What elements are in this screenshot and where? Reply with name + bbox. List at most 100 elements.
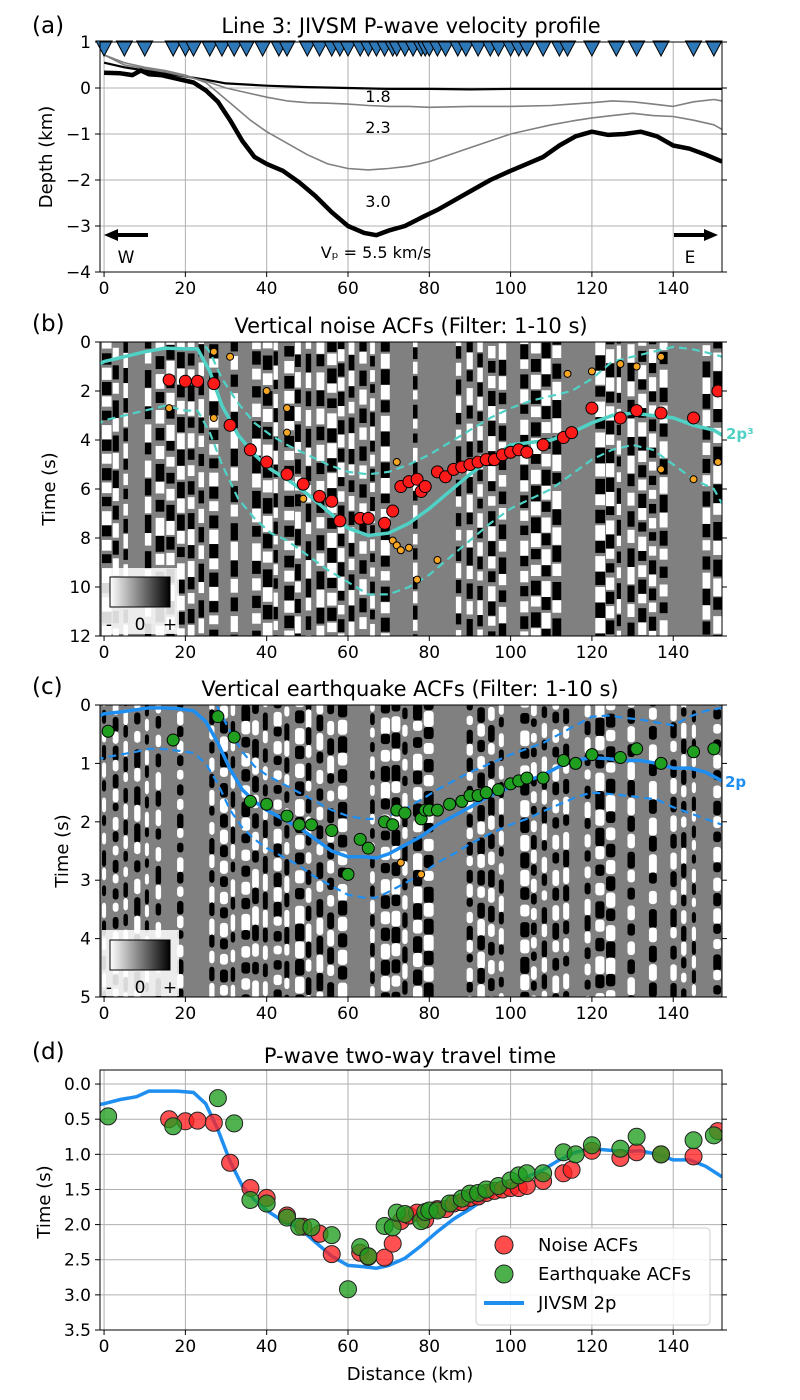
acf-trace-segment xyxy=(595,937,605,952)
acf-trace-segment xyxy=(488,360,496,373)
acf-trace-segment xyxy=(262,981,268,997)
acf-trace-segment xyxy=(102,779,107,792)
acf-trace-segment xyxy=(370,957,375,971)
acf-trace-segment xyxy=(713,923,722,934)
acf-trace-segment xyxy=(703,329,711,339)
acf-trace-segment xyxy=(488,761,495,779)
b-xtick-label: 60 xyxy=(337,643,359,663)
acf-trace-segment xyxy=(552,381,562,402)
acf-trace-segment xyxy=(520,713,530,724)
acf-trace-segment xyxy=(305,635,312,636)
acf-trace-segment xyxy=(112,745,119,762)
acf-trace-segment xyxy=(177,725,184,738)
acf-trace-segment xyxy=(552,600,562,613)
acf-trace-segment xyxy=(155,342,165,349)
acf-trace-segment xyxy=(488,376,496,389)
acf-trace-segment xyxy=(112,902,119,912)
acf-trace-segment xyxy=(466,547,473,568)
acf-trace-segment xyxy=(488,541,496,558)
acf-trace-segment xyxy=(530,580,541,596)
acf-trace-segment xyxy=(370,412,375,427)
acf-trace-segment xyxy=(316,535,325,551)
acf-trace-segment xyxy=(455,613,462,625)
acf-trace-segment xyxy=(648,945,657,963)
acf-trace-segment xyxy=(477,853,485,868)
acf-trace-segment xyxy=(295,354,301,367)
panel-c-title: Vertical earthquake ACFs (Filter: 1-10 s… xyxy=(201,677,618,701)
station-marker xyxy=(213,40,231,58)
acf-trace-segment xyxy=(606,349,615,363)
acf-trace-segment xyxy=(209,515,219,529)
acf-trace-segment xyxy=(520,480,529,492)
acf-trace-segment xyxy=(252,560,261,574)
acf-trace-segment xyxy=(627,833,635,849)
acf-trace-segment xyxy=(198,417,205,434)
acf-trace-segment xyxy=(112,435,119,452)
acf-trace-segment xyxy=(370,384,375,393)
acf-trace-segment xyxy=(123,488,128,500)
acf-trace-segment xyxy=(563,938,570,953)
acf-trace-segment xyxy=(305,541,312,562)
acf-trace-segment xyxy=(102,453,112,464)
acf-trace-segment xyxy=(520,465,529,481)
acf-trace-segment xyxy=(252,961,259,975)
acf-trace-segment xyxy=(359,446,367,461)
acf-trace-segment xyxy=(413,634,418,636)
acf-trace-segment xyxy=(370,482,375,493)
acf-trace-segment xyxy=(713,352,722,371)
a-xtick-label: 20 xyxy=(175,279,197,299)
acf-trace-segment xyxy=(467,995,473,997)
acf-trace-segment xyxy=(713,342,722,349)
acf-trace-segment xyxy=(337,391,345,407)
acf-trace-segment xyxy=(295,887,305,900)
acf-trace-segment xyxy=(530,454,541,464)
acf-trace-segment xyxy=(166,488,175,501)
acf-trace-segment xyxy=(477,967,485,984)
acf-trace-segment xyxy=(541,501,551,512)
acf-trace-segment xyxy=(648,707,657,720)
acf-trace-segment xyxy=(123,473,128,486)
acf-trace-segment xyxy=(252,403,261,417)
acf-trace-segment xyxy=(691,969,696,984)
acf-trace-segment xyxy=(262,462,273,478)
earthquake-pick xyxy=(353,832,367,846)
acf-trace-segment xyxy=(144,920,149,933)
acf-trace-segment xyxy=(380,462,390,479)
acf-trace-segment xyxy=(359,579,367,595)
acf-trace-segment xyxy=(284,630,295,636)
acf-trace-segment xyxy=(681,878,687,896)
acf-trace-segment xyxy=(584,947,591,960)
acf-trace-segment xyxy=(541,517,551,533)
acf-trace-segment xyxy=(402,963,408,979)
acf-trace-segment xyxy=(595,556,606,573)
acf-trace-segment xyxy=(166,392,175,405)
panel-a-title: Line 3: JIVSM P-wave velocity profile xyxy=(221,14,600,38)
acf-trace-segment xyxy=(530,374,541,390)
acf-trace-segment xyxy=(102,744,107,761)
panel-c-frame xyxy=(99,704,723,998)
acf-trace-segment xyxy=(370,914,375,927)
acf-trace-segment xyxy=(498,814,504,828)
acf-trace-segment xyxy=(423,950,434,966)
acf-trace-segment xyxy=(123,724,128,738)
earthquake-pick xyxy=(101,724,115,738)
acf-trace-segment xyxy=(273,857,282,872)
minor-pick xyxy=(657,352,666,361)
acf-trace-segment xyxy=(102,496,112,507)
contour-label-2-3: 2.3 xyxy=(365,118,390,137)
acf-trace-segment xyxy=(541,390,551,406)
acf-trace-segment xyxy=(305,852,312,864)
acf-trace-segment xyxy=(123,458,128,470)
acf-trace-segment xyxy=(627,418,635,438)
acf-trace-segment xyxy=(488,571,496,583)
b-xtick-label: 140 xyxy=(657,643,689,663)
acf-trace-segment xyxy=(659,584,668,597)
acf-trace-segment xyxy=(348,590,355,606)
acf-trace-segment xyxy=(498,409,507,424)
acf-trace-segment xyxy=(541,973,548,990)
acf-trace-segment xyxy=(370,971,375,984)
noise-pick xyxy=(162,373,176,387)
acf-trace-segment xyxy=(691,782,696,794)
acf-trace-segment xyxy=(166,536,175,550)
